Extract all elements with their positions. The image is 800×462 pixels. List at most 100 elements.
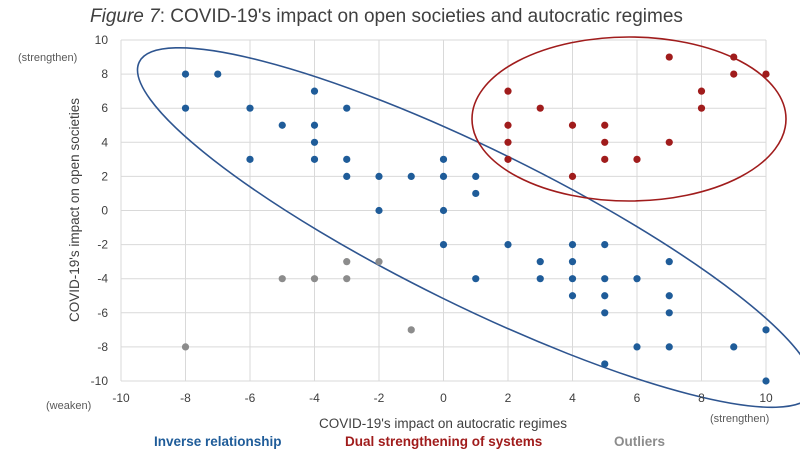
y-tick-label: 0 <box>101 204 108 218</box>
inverse-point <box>375 206 383 215</box>
inverse-point <box>439 155 448 163</box>
inverse-point <box>246 155 254 163</box>
dual-strengthening-point <box>601 155 609 163</box>
data-points <box>181 53 770 385</box>
x-tick-label: 8 <box>698 391 705 405</box>
dual-strengthening-point <box>568 172 577 180</box>
y-axis-title: COVID-19's impact on open societies <box>67 98 82 322</box>
inverse-point <box>762 377 770 385</box>
x-tick-label: 2 <box>505 391 512 405</box>
dual-strengthening-point <box>504 87 512 95</box>
dual-strengthening-point <box>601 121 609 129</box>
dual-strengthening-point <box>504 155 512 163</box>
group-ellipses <box>136 36 800 409</box>
inverse-point <box>472 172 480 180</box>
outlier-point <box>310 275 319 283</box>
chart-title-figure-label: Figure 7 <box>90 6 160 27</box>
inverse-point <box>439 241 448 249</box>
inverse-point <box>568 241 577 249</box>
y-tick-label: -4 <box>97 272 108 286</box>
y-tick-label: -8 <box>97 340 108 354</box>
inverse-point <box>214 70 222 78</box>
inverse-point <box>504 241 512 249</box>
outlier-point <box>343 275 351 283</box>
inverse-point <box>762 326 770 334</box>
legend-outliers: Outliers <box>614 434 665 449</box>
dual-strengthening-point <box>665 53 673 61</box>
y-tick-label: 4 <box>101 135 108 149</box>
inverse-point <box>665 292 673 300</box>
dual-strengthening-ellipse <box>471 36 787 202</box>
legend-dual-strengthening: Dual strengthening of systems <box>345 434 542 449</box>
x-tick-label: -4 <box>309 391 320 405</box>
inverse-point <box>601 292 609 300</box>
inverse-point <box>343 155 351 163</box>
dual-strengthening-point <box>762 70 770 78</box>
inverse-point <box>601 309 609 317</box>
dual-strengthening-point <box>730 53 738 61</box>
y-tick-label: 6 <box>101 101 108 115</box>
dual-strengthening-point <box>601 138 609 146</box>
dual-strengthening-point <box>697 104 706 112</box>
inverse-point <box>181 104 190 112</box>
y-axis-top-note: (strengthen) <box>18 52 77 64</box>
x-tick-label: -6 <box>245 391 256 405</box>
inverse-point <box>310 121 319 129</box>
y-tick-label: 8 <box>101 67 108 81</box>
inverse-point <box>536 258 544 266</box>
chart-title: Figure 7: COVID-19's impact on open soci… <box>90 6 683 28</box>
inverse-point <box>439 172 448 180</box>
inverse-point <box>568 258 577 266</box>
x-axis-right-note: (strengthen) <box>710 413 769 425</box>
x-tick-label: 4 <box>569 391 576 405</box>
y-tick-label: -2 <box>97 238 108 252</box>
inverse-point <box>633 343 641 351</box>
inverse-point <box>375 172 383 180</box>
inverse-point <box>601 275 609 283</box>
inverse-point <box>310 155 319 163</box>
inverse-point <box>439 206 448 215</box>
inverse-point <box>278 121 286 129</box>
inverse-relationship-ellipse <box>136 47 800 409</box>
dual-strengthening-point <box>568 121 577 129</box>
x-tick-label: 0 <box>440 391 447 405</box>
inverse-point <box>310 138 319 146</box>
inverse-point <box>665 309 673 317</box>
x-tick-label: -10 <box>112 391 130 405</box>
inverse-point <box>472 189 480 198</box>
inverse-point <box>310 87 319 95</box>
y-axis-bottom-note: (weaken) <box>46 400 91 412</box>
dual-strengthening-point <box>504 121 512 129</box>
x-axis-ticks: -10 -8 -6 -4 -2 0 2 4 6 8 10 <box>112 391 773 405</box>
inverse-point <box>407 172 415 180</box>
y-tick-label: -6 <box>97 306 108 320</box>
inverse-point <box>181 70 190 78</box>
inverse-point <box>730 343 738 351</box>
inverse-point <box>246 104 254 112</box>
x-axis-title: COVID-19's impact on autocratic regimes <box>319 416 567 431</box>
dual-strengthening-point <box>633 155 641 163</box>
y-tick-label: 10 <box>95 33 109 47</box>
inverse-point <box>601 360 609 368</box>
inverse-point <box>343 104 351 112</box>
y-axis-ticks: 10 8 6 4 2 0 -2 -4 -6 -8 -10 <box>91 33 109 388</box>
inverse-point <box>568 292 577 300</box>
inverse-point <box>601 241 609 249</box>
outlier-point <box>181 343 190 351</box>
x-tick-label: -8 <box>180 391 191 405</box>
dual-strengthening-point <box>504 138 512 146</box>
inverse-point <box>472 275 480 283</box>
outlier-point <box>407 326 415 334</box>
inverse-point <box>568 275 577 283</box>
dual-strengthening-point <box>665 138 673 146</box>
chart-title-text: : COVID-19's impact on open societies an… <box>159 6 683 27</box>
dual-strengthening-point <box>697 87 706 95</box>
inverse-point <box>343 172 351 180</box>
inverse-point <box>633 275 641 283</box>
y-tick-label: -10 <box>91 374 109 388</box>
gridlines <box>120 39 767 382</box>
inverse-point <box>536 275 544 283</box>
inverse-point <box>665 258 673 266</box>
outlier-point <box>278 275 286 283</box>
